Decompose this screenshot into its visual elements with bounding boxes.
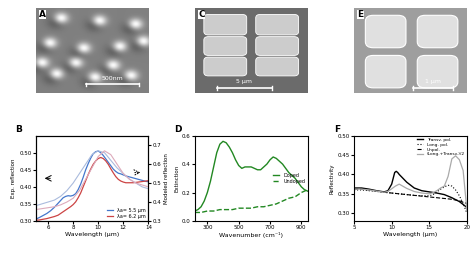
Text: A: A bbox=[39, 10, 46, 19]
FancyBboxPatch shape bbox=[417, 55, 458, 88]
Legend: λa= 5.5 μm, λa= 6.2 μm: λa= 5.5 μm, λa= 6.2 μm bbox=[108, 208, 146, 218]
FancyBboxPatch shape bbox=[204, 14, 246, 35]
Text: 500nm: 500nm bbox=[102, 76, 124, 81]
Text: 1 μm: 1 μm bbox=[425, 80, 441, 84]
FancyBboxPatch shape bbox=[256, 37, 299, 55]
FancyBboxPatch shape bbox=[256, 14, 299, 35]
FancyBboxPatch shape bbox=[365, 55, 406, 88]
Text: E: E bbox=[357, 10, 364, 19]
Y-axis label: Exp. reflection: Exp. reflection bbox=[11, 158, 17, 198]
Y-axis label: Reflectivity: Reflectivity bbox=[330, 163, 335, 194]
Text: F: F bbox=[334, 125, 340, 134]
Y-axis label: Extinction: Extinction bbox=[174, 165, 179, 192]
FancyBboxPatch shape bbox=[417, 15, 458, 48]
Legend: Doped, Undoped: Doped, Undoped bbox=[273, 173, 305, 184]
Legend: Transv. pol., Long. pol., Unpol., (Long.+Transv.)/2: Transv. pol., Long. pol., Unpol., (Long.… bbox=[417, 138, 465, 156]
FancyBboxPatch shape bbox=[204, 37, 246, 55]
X-axis label: Wavelength (μm): Wavelength (μm) bbox=[383, 232, 438, 236]
FancyBboxPatch shape bbox=[204, 57, 246, 76]
Text: 5 μm: 5 μm bbox=[237, 80, 253, 84]
Text: D: D bbox=[174, 125, 182, 134]
Text: C: C bbox=[198, 10, 205, 19]
FancyBboxPatch shape bbox=[256, 57, 299, 76]
Text: B: B bbox=[15, 125, 22, 134]
X-axis label: Wavelength (μm): Wavelength (μm) bbox=[65, 232, 119, 236]
Y-axis label: Modeled reflection: Modeled reflection bbox=[164, 153, 169, 204]
X-axis label: Wavenumber (cm⁻¹): Wavenumber (cm⁻¹) bbox=[219, 232, 283, 237]
FancyBboxPatch shape bbox=[365, 15, 406, 48]
